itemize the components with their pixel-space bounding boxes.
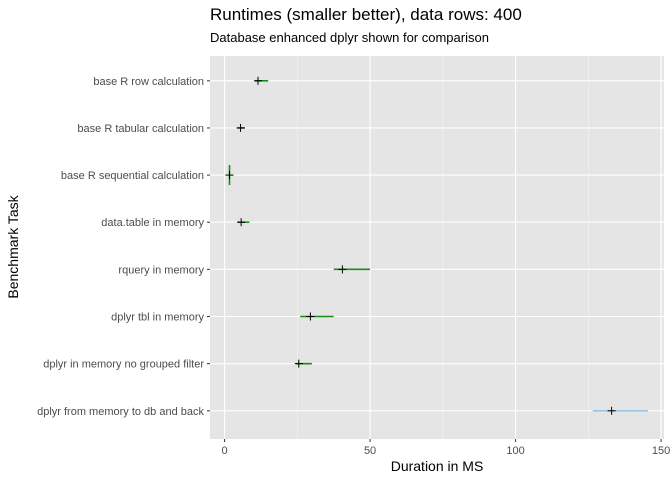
- y-tick-label: base R sequential calculation: [61, 170, 204, 182]
- x-tick-label: 150: [652, 445, 670, 457]
- grid-layer: [210, 56, 664, 439]
- y-tick-label: rquery in memory: [118, 264, 204, 276]
- x-tick-label: 0: [221, 445, 227, 457]
- y-tick-label: dplyr from memory to db and back: [37, 406, 204, 418]
- x-axis-title: Duration in MS: [391, 458, 484, 474]
- plot-panel: [210, 56, 664, 439]
- y-tick-label: base R tabular calculation: [77, 123, 204, 135]
- y-tick-label: dplyr in memory no grouped filter: [43, 359, 204, 371]
- marks-layer: [225, 76, 648, 415]
- x-tick-label: 100: [506, 445, 524, 457]
- x-tick-label: 50: [364, 445, 376, 457]
- chart-title: Runtimes (smaller better), data rows: 40…: [210, 5, 522, 24]
- axis-layer: base R row calculation base R tabular cal…: [37, 76, 670, 457]
- y-tick-label: base R row calculation: [93, 76, 204, 88]
- y-tick-label: dplyr tbl in memory: [111, 312, 204, 324]
- chart-subtitle: Database enhanced dplyr shown for compar…: [210, 30, 489, 45]
- y-tick-label: data.table in memory: [101, 217, 204, 229]
- y-axis-title: Benchmark Task: [5, 194, 21, 298]
